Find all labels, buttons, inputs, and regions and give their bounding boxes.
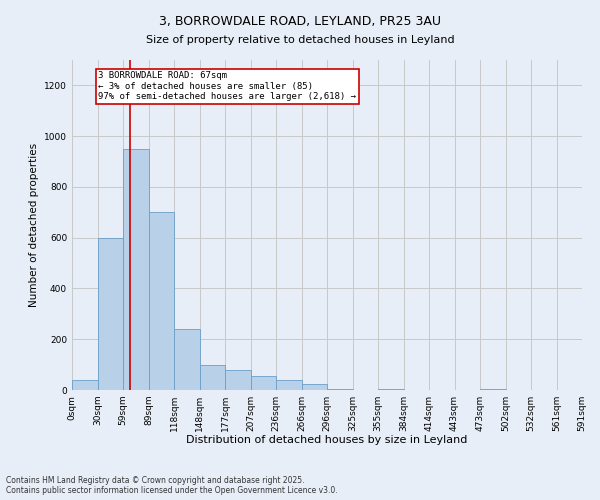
Bar [174,329,199,390]
Y-axis label: Number of detached properties: Number of detached properties [29,143,38,307]
Bar [97,238,123,390]
Bar [225,370,251,390]
Text: Contains HM Land Registry data © Crown copyright and database right 2025.
Contai: Contains HM Land Registry data © Crown c… [6,476,338,495]
Text: 3, BORROWDALE ROAD, LEYLAND, PR25 3AU: 3, BORROWDALE ROAD, LEYLAND, PR25 3AU [159,15,441,28]
Bar [72,380,97,390]
Bar [149,212,174,390]
Bar [480,388,505,390]
X-axis label: Distribution of detached houses by size in Leyland: Distribution of detached houses by size … [187,436,467,446]
Text: 3 BORROWDALE ROAD: 67sqm
← 3% of detached houses are smaller (85)
97% of semi-de: 3 BORROWDALE ROAD: 67sqm ← 3% of detache… [98,72,356,101]
Bar [123,149,149,390]
Bar [302,384,327,390]
Bar [199,364,225,390]
Text: Size of property relative to detached houses in Leyland: Size of property relative to detached ho… [146,35,454,45]
Bar [327,388,353,390]
Bar [378,388,404,390]
Bar [276,380,302,390]
Bar [251,376,276,390]
